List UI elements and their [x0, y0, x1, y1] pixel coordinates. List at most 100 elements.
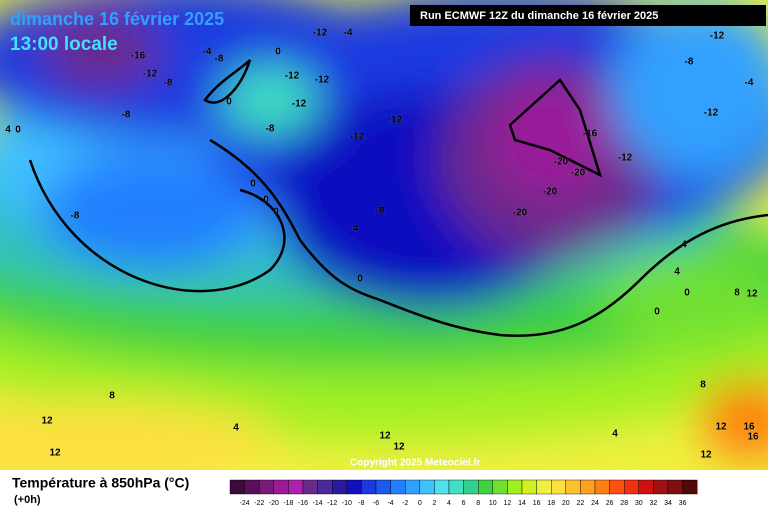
scale-swatch	[317, 479, 333, 495]
contour-label: 12	[746, 289, 758, 300]
scale-swatch	[419, 479, 435, 495]
scale-swatch	[653, 479, 669, 495]
scale-label: -20	[269, 500, 279, 507]
contour-label: 0	[684, 288, 690, 299]
scale-label: -8	[358, 500, 364, 507]
scale-swatch	[624, 479, 640, 495]
contour-label: 4	[612, 429, 618, 440]
scale-label: 26	[606, 500, 614, 507]
scale-label: -4	[387, 500, 393, 507]
contour-label: 0	[654, 307, 660, 318]
scale-label: -2	[402, 500, 408, 507]
legend-title: Température à 850hPa (°C)	[12, 475, 189, 491]
contour-label: -20	[543, 187, 558, 198]
scale-label: 14	[518, 500, 526, 507]
scale-swatch	[594, 479, 610, 495]
scale-swatch	[580, 479, 596, 495]
scale-label: 36	[679, 500, 687, 507]
contour-label: -12	[315, 75, 330, 86]
scale-label: -10	[342, 500, 352, 507]
copyright: Copyright 2025 Meteociel.fr	[350, 458, 481, 469]
scale-label: -12	[327, 500, 337, 507]
scale-label: 22	[577, 500, 585, 507]
scale-swatch	[346, 479, 362, 495]
contour-label: -12	[313, 28, 328, 39]
contour-label: -12	[710, 31, 725, 42]
contour-label: -12	[618, 153, 633, 164]
scale-label: 10	[489, 500, 497, 507]
scale-label: 20	[562, 500, 570, 507]
scale-label: 6	[462, 500, 466, 507]
contour-label: 16	[743, 422, 755, 433]
scale-swatch	[521, 479, 537, 495]
contour-label: -12	[350, 132, 365, 143]
contour-label: 8	[109, 391, 115, 402]
scale-label: 16	[533, 500, 541, 507]
contour-label: -12	[292, 99, 307, 110]
map-title: dimanche 16 février 2025	[10, 9, 224, 29]
scale-swatch	[682, 479, 698, 495]
temperature-field	[0, 0, 768, 470]
scale-label: 12	[504, 500, 512, 507]
scale-swatch	[492, 479, 508, 495]
contour-label: 12	[49, 448, 61, 459]
scale-swatch	[448, 479, 464, 495]
lead-time: (+0h)	[14, 494, 41, 506]
contour-label: 12	[715, 422, 727, 433]
scale-swatch	[536, 479, 552, 495]
scale-swatch	[405, 479, 421, 495]
contour-label: -16	[583, 129, 598, 140]
scale-swatch	[507, 479, 523, 495]
contour-label: 12	[393, 442, 405, 453]
contour-label: 8	[700, 380, 706, 391]
contour-label: 8	[734, 288, 740, 299]
scale-swatch	[332, 479, 348, 495]
scale-label: 32	[650, 500, 658, 507]
scale-swatch	[302, 479, 318, 495]
scale-swatch	[259, 479, 275, 495]
contour-label: -4	[203, 47, 212, 58]
contour-label: -12	[285, 71, 300, 82]
map-time: 13:00 locale	[10, 34, 118, 55]
scale-swatch	[361, 479, 377, 495]
scale-swatch	[390, 479, 406, 495]
scale-swatch	[463, 479, 479, 495]
contour-label: -20	[554, 157, 569, 168]
contour-label: 4	[5, 125, 11, 136]
scale-label: -22	[254, 500, 264, 507]
scale-swatch	[375, 479, 391, 495]
scale-label: 24	[591, 500, 599, 507]
scale-label: -18	[283, 500, 293, 507]
scale-label: 28	[620, 500, 628, 507]
contour-label: 16	[747, 432, 759, 443]
contour-label: 4	[233, 423, 239, 434]
scale-swatch	[288, 479, 304, 495]
scale-swatch	[638, 479, 654, 495]
scale-swatch	[478, 479, 494, 495]
contour-label: 4	[681, 240, 687, 251]
scale-label: 18	[547, 500, 555, 507]
contour-label: 0	[15, 125, 21, 136]
scale-swatch	[244, 479, 260, 495]
contour-label: -8	[376, 206, 385, 217]
scale-label: -6	[373, 500, 379, 507]
contour-label: 0	[226, 97, 232, 108]
contour-label: 0	[250, 179, 256, 190]
contour-label: 0	[275, 47, 281, 58]
contour-label: -4	[350, 224, 359, 235]
contour-label: 12	[700, 450, 712, 461]
scale-label: 4	[447, 500, 451, 507]
contour-label: -8	[164, 78, 173, 89]
scale-swatch	[434, 479, 450, 495]
contour-label: -12	[143, 69, 158, 80]
contour-label: -12	[388, 115, 403, 126]
scale-label: 8	[476, 500, 480, 507]
scale-label: 0	[418, 500, 422, 507]
scale-label: -14	[313, 500, 323, 507]
scale-label: 34	[664, 500, 672, 507]
scale-swatch	[565, 479, 581, 495]
contour-label: -20	[571, 168, 586, 179]
contour-label: -20	[513, 208, 528, 219]
run-info: Run ECMWF 12Z du dimanche 16 février 202…	[420, 10, 658, 22]
